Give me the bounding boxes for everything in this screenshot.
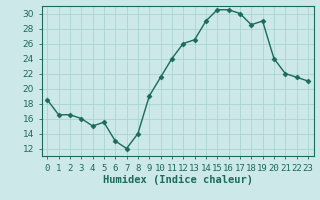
X-axis label: Humidex (Indice chaleur): Humidex (Indice chaleur) xyxy=(103,175,252,185)
